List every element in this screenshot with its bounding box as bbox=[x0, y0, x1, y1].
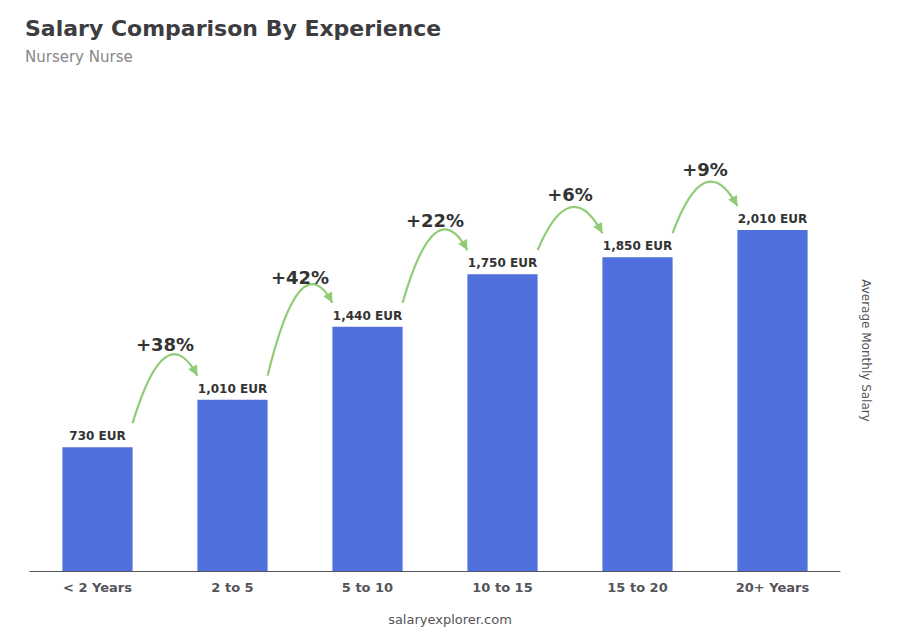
svg-text:+6%: +6% bbox=[547, 184, 593, 205]
svg-text:< 2 Years: < 2 Years bbox=[63, 580, 132, 595]
svg-text:+9%: +9% bbox=[682, 159, 728, 180]
svg-text:1,440 EUR: 1,440 EUR bbox=[333, 309, 402, 323]
svg-text:salaryexplorer.com: salaryexplorer.com bbox=[388, 612, 512, 627]
svg-text:5 to 10: 5 to 10 bbox=[342, 580, 393, 595]
svg-text:Average Monthly Salary: Average Monthly Salary bbox=[859, 279, 873, 422]
svg-text:1,850 EUR: 1,850 EUR bbox=[603, 239, 672, 253]
svg-text:+22%: +22% bbox=[406, 210, 464, 231]
svg-text:Nursery Nurse: Nursery Nurse bbox=[25, 48, 133, 66]
svg-text:1,010 EUR: 1,010 EUR bbox=[198, 382, 267, 396]
svg-text:+42%: +42% bbox=[271, 267, 329, 288]
svg-text:730 EUR: 730 EUR bbox=[69, 429, 125, 443]
svg-text:Salary Comparison By Experienc: Salary Comparison By Experience bbox=[25, 16, 441, 41]
svg-text:+38%: +38% bbox=[136, 334, 194, 355]
svg-text:2,010 EUR: 2,010 EUR bbox=[738, 212, 807, 226]
svg-text:10 to 15: 10 to 15 bbox=[472, 580, 532, 595]
svg-text:15 to 20: 15 to 20 bbox=[607, 580, 667, 595]
svg-text:2 to 5: 2 to 5 bbox=[211, 580, 253, 595]
svg-text:20+ Years: 20+ Years bbox=[736, 580, 810, 595]
svg-text:1,750 EUR: 1,750 EUR bbox=[468, 256, 537, 270]
